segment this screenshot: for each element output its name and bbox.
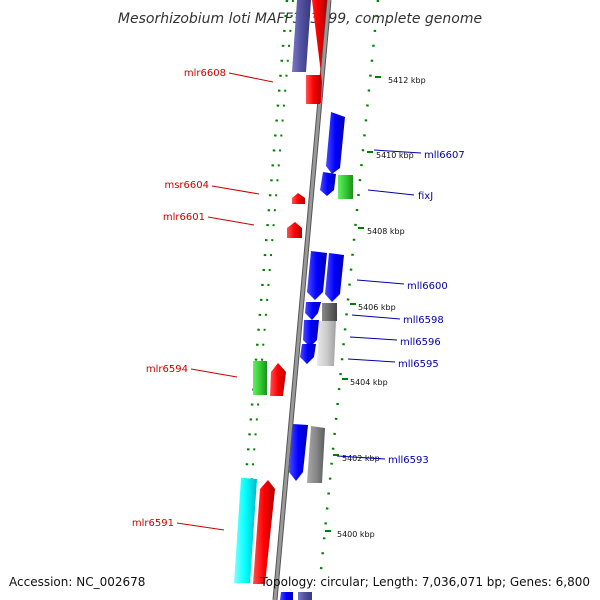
label-mll6598[interactable]: mll6598 (403, 315, 444, 326)
gene-mll6598-blue[interactable] (305, 302, 321, 320)
gene-mll6593-blue[interactable] (289, 424, 308, 481)
kbp-label: 5404 kbp (350, 378, 388, 387)
kbp-label: 5408 kbp (367, 227, 405, 236)
leader-mll6593 (336, 455, 386, 460)
gene-msr6604[interactable] (292, 193, 305, 204)
leader-msr6604 (211, 185, 260, 195)
gene-mll6600[interactable] (307, 251, 327, 300)
gene-mlr6594[interactable] (270, 363, 286, 396)
label-mlr6601[interactable]: mlr6601 (163, 212, 205, 223)
leader-mll6607 (373, 149, 422, 154)
label-mll6607[interactable]: mll6607 (424, 150, 465, 161)
gene-features (234, 0, 353, 600)
gene-top-navy[interactable] (292, 0, 311, 72)
label-msr6604[interactable]: msr6604 (164, 180, 209, 191)
label-mlr6594[interactable]: mlr6594 (146, 364, 188, 375)
kbp-label: 5406 kbp (358, 303, 396, 312)
kbp-label: 5402 kbp (342, 454, 380, 463)
gene-mll6596-b[interactable] (300, 344, 316, 364)
label-mll6596[interactable]: mll6596 (400, 337, 441, 348)
accession-text: Accession: NC_002678 (9, 575, 145, 589)
gene-mlr6591-partner[interactable] (234, 478, 257, 583)
leader-mll6596 (349, 336, 398, 341)
kbp-label: 5412 kbp (388, 76, 426, 85)
gene-mll6596[interactable] (303, 320, 319, 347)
left-gene-labels: mlr6608 msr6604 mlr6601 mlr6594 mlr6591 (132, 68, 274, 531)
label-mll6593[interactable]: mll6593 (388, 455, 429, 466)
gene-mll6607-small[interactable] (320, 172, 336, 196)
gene-mll6595[interactable] (317, 321, 336, 366)
gene-mll6598[interactable] (322, 303, 337, 321)
right-gene-labels: mll6607 fixJ mll6600 mll6598 mll6596 mll… (336, 149, 465, 466)
leader-mll6595 (347, 358, 396, 363)
leader-mlr6591 (176, 522, 225, 531)
kbp-scale: 5412 kbp 5410 kbp 5408 kbp 5406 kbp 5404… (325, 76, 426, 539)
label-mlr6591[interactable]: mlr6591 (132, 518, 174, 529)
leader-mlr6594 (190, 368, 238, 378)
kbp-label: 5410 kbp (376, 151, 414, 160)
gene-mll6593[interactable] (307, 426, 325, 483)
gene-mll6607[interactable] (326, 112, 345, 174)
leader-mll6600 (356, 279, 405, 285)
label-mll6595[interactable]: mll6595 (398, 359, 439, 370)
gene-mlr6608-lower[interactable] (306, 75, 321, 104)
leader-mlr6608 (228, 72, 274, 83)
gene-bottom-blue[interactable] (280, 592, 293, 600)
leader-mlr6601 (207, 216, 255, 226)
label-mlr6608[interactable]: mlr6608 (184, 68, 226, 79)
leader-fixJ (367, 189, 415, 196)
gene-mlr6594-partner[interactable] (253, 361, 267, 395)
gene-mlr6601[interactable] (287, 222, 302, 238)
kbp-label: 5400 kbp (337, 530, 375, 539)
genome-summary-text: Topology: circular; Length: 7,036,071 bp… (259, 575, 590, 589)
gene-fixJ[interactable] (338, 175, 353, 199)
label-fixJ[interactable]: fixJ (418, 191, 433, 202)
gene-mlr6591[interactable] (253, 480, 275, 584)
gene-bottom-navy[interactable] (298, 592, 312, 600)
leader-mll6598 (351, 314, 401, 320)
gene-mll6600-b[interactable] (325, 253, 344, 302)
label-mll6600[interactable]: mll6600 (407, 281, 448, 292)
